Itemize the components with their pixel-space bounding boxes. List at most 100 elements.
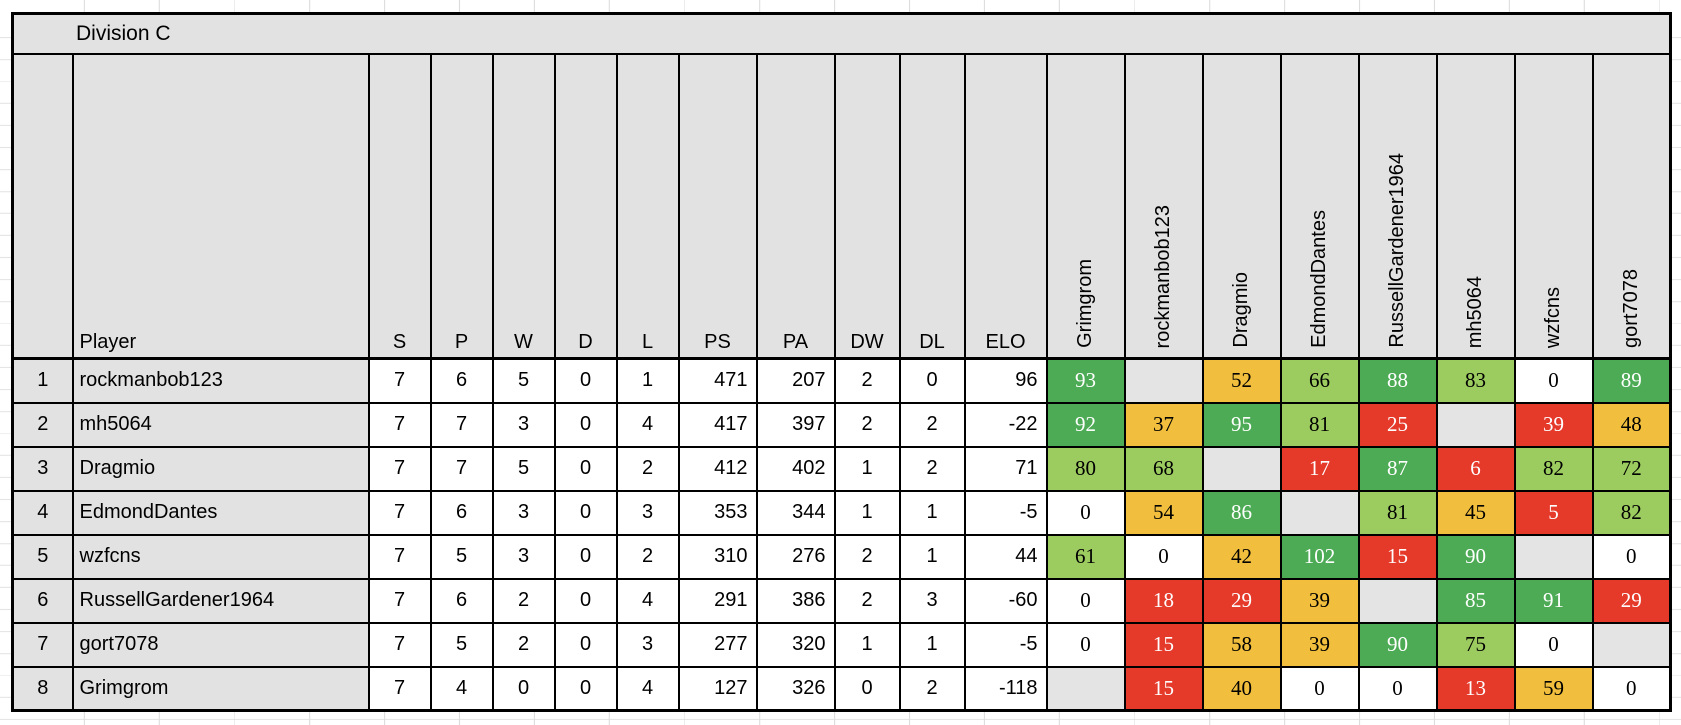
stat-cell-DW: 2 — [833, 533, 901, 580]
rank-cell: 1 — [11, 357, 74, 404]
standings-row: 6 RussellGardener1964 7 6 2 0 4 291 386 2 3 -60 0 18 2… — [11, 577, 1672, 624]
matrix-score-cell: 45 — [1435, 489, 1516, 536]
opponent-name-vertical: wzfcns — [1542, 286, 1564, 348]
matrix-score-cell: 86 — [1201, 489, 1282, 536]
stat-cell-PA: 326 — [755, 665, 836, 712]
stat-cell-ELO: 44 — [963, 533, 1048, 580]
matrix-score-cell: 90 — [1357, 621, 1438, 668]
stat-cell-L: 3 — [615, 621, 680, 668]
stat-cell-L: 2 — [615, 445, 680, 492]
matrix-score-cell: 0 — [1357, 665, 1438, 712]
matrix-score-cell: 0 — [1591, 665, 1672, 712]
stat-column-header-DL: DL — [898, 52, 966, 360]
stat-cell-S: 7 — [367, 357, 432, 404]
matrix-score-cell: 18 — [1123, 577, 1204, 624]
standings-row: 7 gort7078 7 5 2 0 3 277 320 1 1 -5 0 15 58 39 90 75 0 — [11, 621, 1672, 668]
opponent-name-vertical: gort7078 — [1619, 269, 1642, 348]
stat-cell-ELO: -118 — [963, 665, 1048, 712]
matrix-score-cell: 0 — [1045, 621, 1126, 668]
opponent-name-vertical: RussellGardener1964 — [1386, 153, 1408, 348]
stat-cell-P: 6 — [429, 577, 494, 624]
matrix-score-cell: 80 — [1045, 445, 1126, 492]
stat-cell-PS: 417 — [677, 401, 758, 448]
matrix-score-cell: 91 — [1513, 577, 1594, 624]
opponent-column-header: mh5064 — [1435, 52, 1516, 360]
opponent-name-vertical: mh5064 — [1464, 275, 1486, 348]
matrix-score-cell: 40 — [1201, 665, 1282, 712]
stat-cell-DL: 0 — [898, 357, 966, 404]
rank-cell: 6 — [11, 577, 74, 624]
player-name-cell: wzfcns — [71, 533, 370, 580]
stat-column-header-S: S — [367, 52, 432, 360]
matrix-score-cell: 29 — [1201, 577, 1282, 624]
matrix-score-cell: 15 — [1123, 621, 1204, 668]
stat-cell-S: 7 — [367, 621, 432, 668]
header-row: Player S P W D L PS PA DW DL ELO Grimgrom rockmanbob… — [11, 52, 1672, 360]
stat-cell-S: 7 — [367, 489, 432, 536]
corner-header-cell — [11, 52, 74, 360]
matrix-score-cell: 102 — [1279, 533, 1360, 580]
stat-cell-D: 0 — [553, 577, 618, 624]
opponent-column-header: Dragmio — [1201, 52, 1282, 360]
stat-cell-PS: 291 — [677, 577, 758, 624]
stat-cell-DW: 2 — [833, 401, 901, 448]
standings-row: 4 EdmondDantes 7 6 3 0 3 353 344 1 1 -5 0 54 86 81 45 5 82 — [11, 489, 1672, 536]
opponent-column-header: rockmanbob123 — [1123, 52, 1204, 360]
matrix-score-cell: 37 — [1123, 401, 1204, 448]
stat-cell-PS: 412 — [677, 445, 758, 492]
stat-cell-PA: 320 — [755, 621, 836, 668]
stat-column-header-D: D — [553, 52, 618, 360]
rank-cell: 3 — [11, 445, 74, 492]
stat-column-header-ELO: ELO — [963, 52, 1048, 360]
title-row: Division C — [11, 12, 1672, 55]
matrix-score-cell: 0 — [1513, 621, 1594, 668]
stat-cell-DW: 2 — [833, 357, 901, 404]
rank-cell: 7 — [11, 621, 74, 668]
standings-row: 2 mh5064 7 7 3 0 4 417 397 2 2 -22 92 37 95 81 25 39 48 — [11, 401, 1672, 448]
stat-cell-DL: 2 — [898, 401, 966, 448]
stat-column-header-L: L — [615, 52, 680, 360]
matrix-diagonal-cell — [1357, 577, 1438, 624]
matrix-diagonal-cell — [1279, 489, 1360, 536]
stat-cell-ELO: -22 — [963, 401, 1048, 448]
stat-cell-D: 0 — [553, 445, 618, 492]
opponent-column-header: EdmondDantes — [1279, 52, 1360, 360]
stat-cell-W: 3 — [491, 489, 556, 536]
matrix-score-cell: 90 — [1435, 533, 1516, 580]
opponent-column-header: wzfcns — [1513, 52, 1594, 360]
stat-cell-P: 7 — [429, 445, 494, 492]
stat-cell-ELO: 96 — [963, 357, 1048, 404]
stat-cell-L: 3 — [615, 489, 680, 536]
rank-cell: 4 — [11, 489, 74, 536]
matrix-score-cell: 68 — [1123, 445, 1204, 492]
opponent-name-vertical: Grimgrom — [1074, 259, 1096, 348]
matrix-score-cell: 48 — [1591, 401, 1672, 448]
stat-cell-D: 0 — [553, 665, 618, 712]
stat-cell-PS: 277 — [677, 621, 758, 668]
stat-cell-L: 1 — [615, 357, 680, 404]
matrix-score-cell: 88 — [1357, 357, 1438, 404]
stat-column-header-DW: DW — [833, 52, 901, 360]
standings-row: 3 Dragmio 7 7 5 0 2 412 402 1 2 71 80 68 17 87 6 82 72 — [11, 445, 1672, 492]
matrix-score-cell: 6 — [1435, 445, 1516, 492]
player-name-cell: Grimgrom — [71, 665, 370, 712]
matrix-score-cell: 75 — [1435, 621, 1516, 668]
matrix-score-cell: 93 — [1045, 357, 1126, 404]
player-column-header: Player — [71, 52, 370, 360]
division-standings-table: Division C Player S P W D L PS PA DW DL ELO Grimgro… — [11, 12, 1672, 712]
stat-cell-L: 4 — [615, 577, 680, 624]
matrix-score-cell: 0 — [1513, 357, 1594, 404]
matrix-score-cell: 52 — [1201, 357, 1282, 404]
player-name-cell: rockmanbob123 — [71, 357, 370, 404]
stat-cell-W: 2 — [491, 577, 556, 624]
matrix-diagonal-cell — [1045, 665, 1126, 712]
stat-column-header-PA: PA — [755, 52, 836, 360]
matrix-score-cell: 95 — [1201, 401, 1282, 448]
stat-cell-ELO: -60 — [963, 577, 1048, 624]
stat-cell-PS: 471 — [677, 357, 758, 404]
matrix-score-cell: 25 — [1357, 401, 1438, 448]
matrix-score-cell: 89 — [1591, 357, 1672, 404]
opponent-name-vertical: Dragmio — [1230, 272, 1252, 348]
matrix-score-cell: 5 — [1513, 489, 1594, 536]
player-name-cell: EdmondDantes — [71, 489, 370, 536]
